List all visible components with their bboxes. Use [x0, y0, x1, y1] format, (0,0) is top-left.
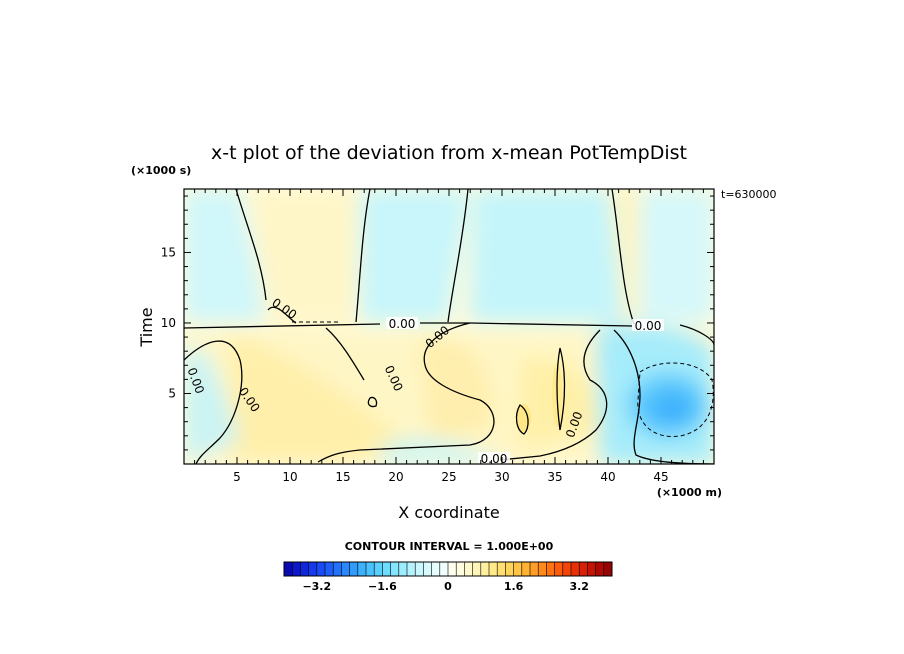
colorbar-cell — [472, 562, 482, 576]
colorbar-cell — [308, 562, 318, 576]
x-axis-label: X coordinate — [398, 503, 499, 522]
colorbar-cell — [571, 562, 580, 576]
x-unit-label: (×1000 m) — [657, 486, 722, 499]
contour-line — [447, 189, 469, 323]
chart-title: x-t plot of the deviation from x-mean Po… — [211, 142, 687, 164]
contour-line — [613, 329, 714, 464]
contour-line — [611, 189, 635, 325]
colorbar-cell — [530, 562, 539, 576]
x-tick-label: 15 — [335, 470, 350, 484]
contour-line — [499, 329, 608, 461]
x-tick-label: 45 — [653, 470, 668, 484]
contour-line — [235, 189, 267, 301]
colorbar-cell — [398, 562, 408, 576]
colorbar-cell — [284, 562, 293, 576]
contour-interval-label: CONTOUR INTERVAL = 1.000E+00 — [345, 540, 554, 553]
colorbar-frame — [283, 561, 613, 577]
contour-line — [367, 396, 378, 408]
x-axis: 5 10 15 20 25 30 35 40 45 — [194, 189, 704, 484]
colorbar-cell — [407, 562, 416, 576]
colorbar-cell — [554, 562, 564, 576]
colorbar-cell — [333, 562, 342, 576]
contour-line — [317, 322, 495, 463]
colorbar-cell — [325, 562, 334, 576]
colorbar-cell — [316, 562, 326, 576]
colorbar-cell — [300, 562, 309, 576]
colorbar-cell — [480, 562, 490, 576]
colorbar-cell — [546, 562, 555, 576]
colorbar-tick-label: −1.6 — [368, 580, 397, 593]
colorbar-cell — [505, 562, 514, 576]
contour-label: 0.00 — [635, 319, 662, 333]
contour-line — [556, 347, 566, 431]
colorbar-cell — [521, 562, 531, 576]
contour-line — [325, 327, 365, 381]
x-tick-label: 10 — [282, 470, 297, 484]
colorbar-cell — [489, 562, 498, 576]
plot-area: 0.00 0.00 0.00 0.00 0.00 0.00 0.00 0.00 … — [183, 188, 715, 466]
heatmap-field — [184, 189, 714, 464]
colorbar-cell — [382, 562, 391, 576]
colorbar-cell — [603, 562, 613, 576]
colorbar-cell — [456, 562, 465, 576]
colorbar-cell — [562, 562, 572, 576]
x-tick-label: 30 — [494, 470, 509, 484]
negative-contours — [292, 321, 714, 437]
contour-line — [184, 340, 243, 464]
y-unit-label: (×1000 s) — [131, 164, 191, 177]
colorbar-ticks: −3.2 −1.6 0 1.6 3.2 — [302, 580, 589, 593]
contour-line — [637, 362, 714, 437]
x-tick-label: 35 — [547, 470, 562, 484]
y-tick-label: 15 — [161, 245, 176, 259]
colorbar-cell — [513, 562, 523, 576]
colorbar-cell — [431, 562, 441, 576]
colorbar-tick-label: 1.6 — [504, 580, 524, 593]
x-tick-label: 5 — [233, 470, 241, 484]
contour-line — [184, 323, 381, 329]
colorbar-cell — [579, 562, 588, 576]
colorbar-tick-label: 0 — [444, 580, 452, 593]
colorbar-cell — [595, 562, 605, 576]
colorbar-cell — [357, 562, 367, 576]
colorbar-cell — [587, 562, 596, 576]
x-tick-label: 40 — [600, 470, 615, 484]
colorbar-cell — [349, 562, 359, 576]
time-annotation: t=630000 — [721, 188, 777, 201]
y-axis-label: Time — [137, 307, 156, 347]
contour-label: 0.00 — [389, 317, 416, 331]
y-tick-label: 10 — [161, 316, 176, 330]
colorbar — [283, 561, 613, 577]
x-tick-label: 25 — [441, 470, 456, 484]
colorbar-cell — [439, 562, 449, 576]
colorbar-cell — [292, 562, 301, 576]
contour-line — [469, 322, 633, 327]
colorbar-cell — [423, 562, 432, 576]
contour-line — [355, 189, 371, 323]
contour-label: 0.00 — [481, 452, 508, 466]
colorbar-cell — [390, 562, 400, 576]
colorbar-cell — [497, 562, 506, 576]
contour-line — [515, 404, 529, 435]
colorbar-cell — [538, 562, 547, 576]
colorbar-tick-label: 3.2 — [569, 580, 589, 593]
y-tick-label: 5 — [168, 386, 176, 400]
colorbar-cell — [341, 562, 350, 576]
colorbar-cell — [366, 562, 375, 576]
colorbar-tick-label: −3.2 — [302, 580, 331, 593]
y-axis: 5 10 15 — [161, 195, 714, 451]
x-tick-label: 20 — [388, 470, 403, 484]
colorbar-cell — [448, 562, 457, 576]
colorbar-cell — [374, 562, 383, 576]
colorbar-cell — [464, 562, 473, 576]
colorbar-cell — [415, 562, 424, 576]
